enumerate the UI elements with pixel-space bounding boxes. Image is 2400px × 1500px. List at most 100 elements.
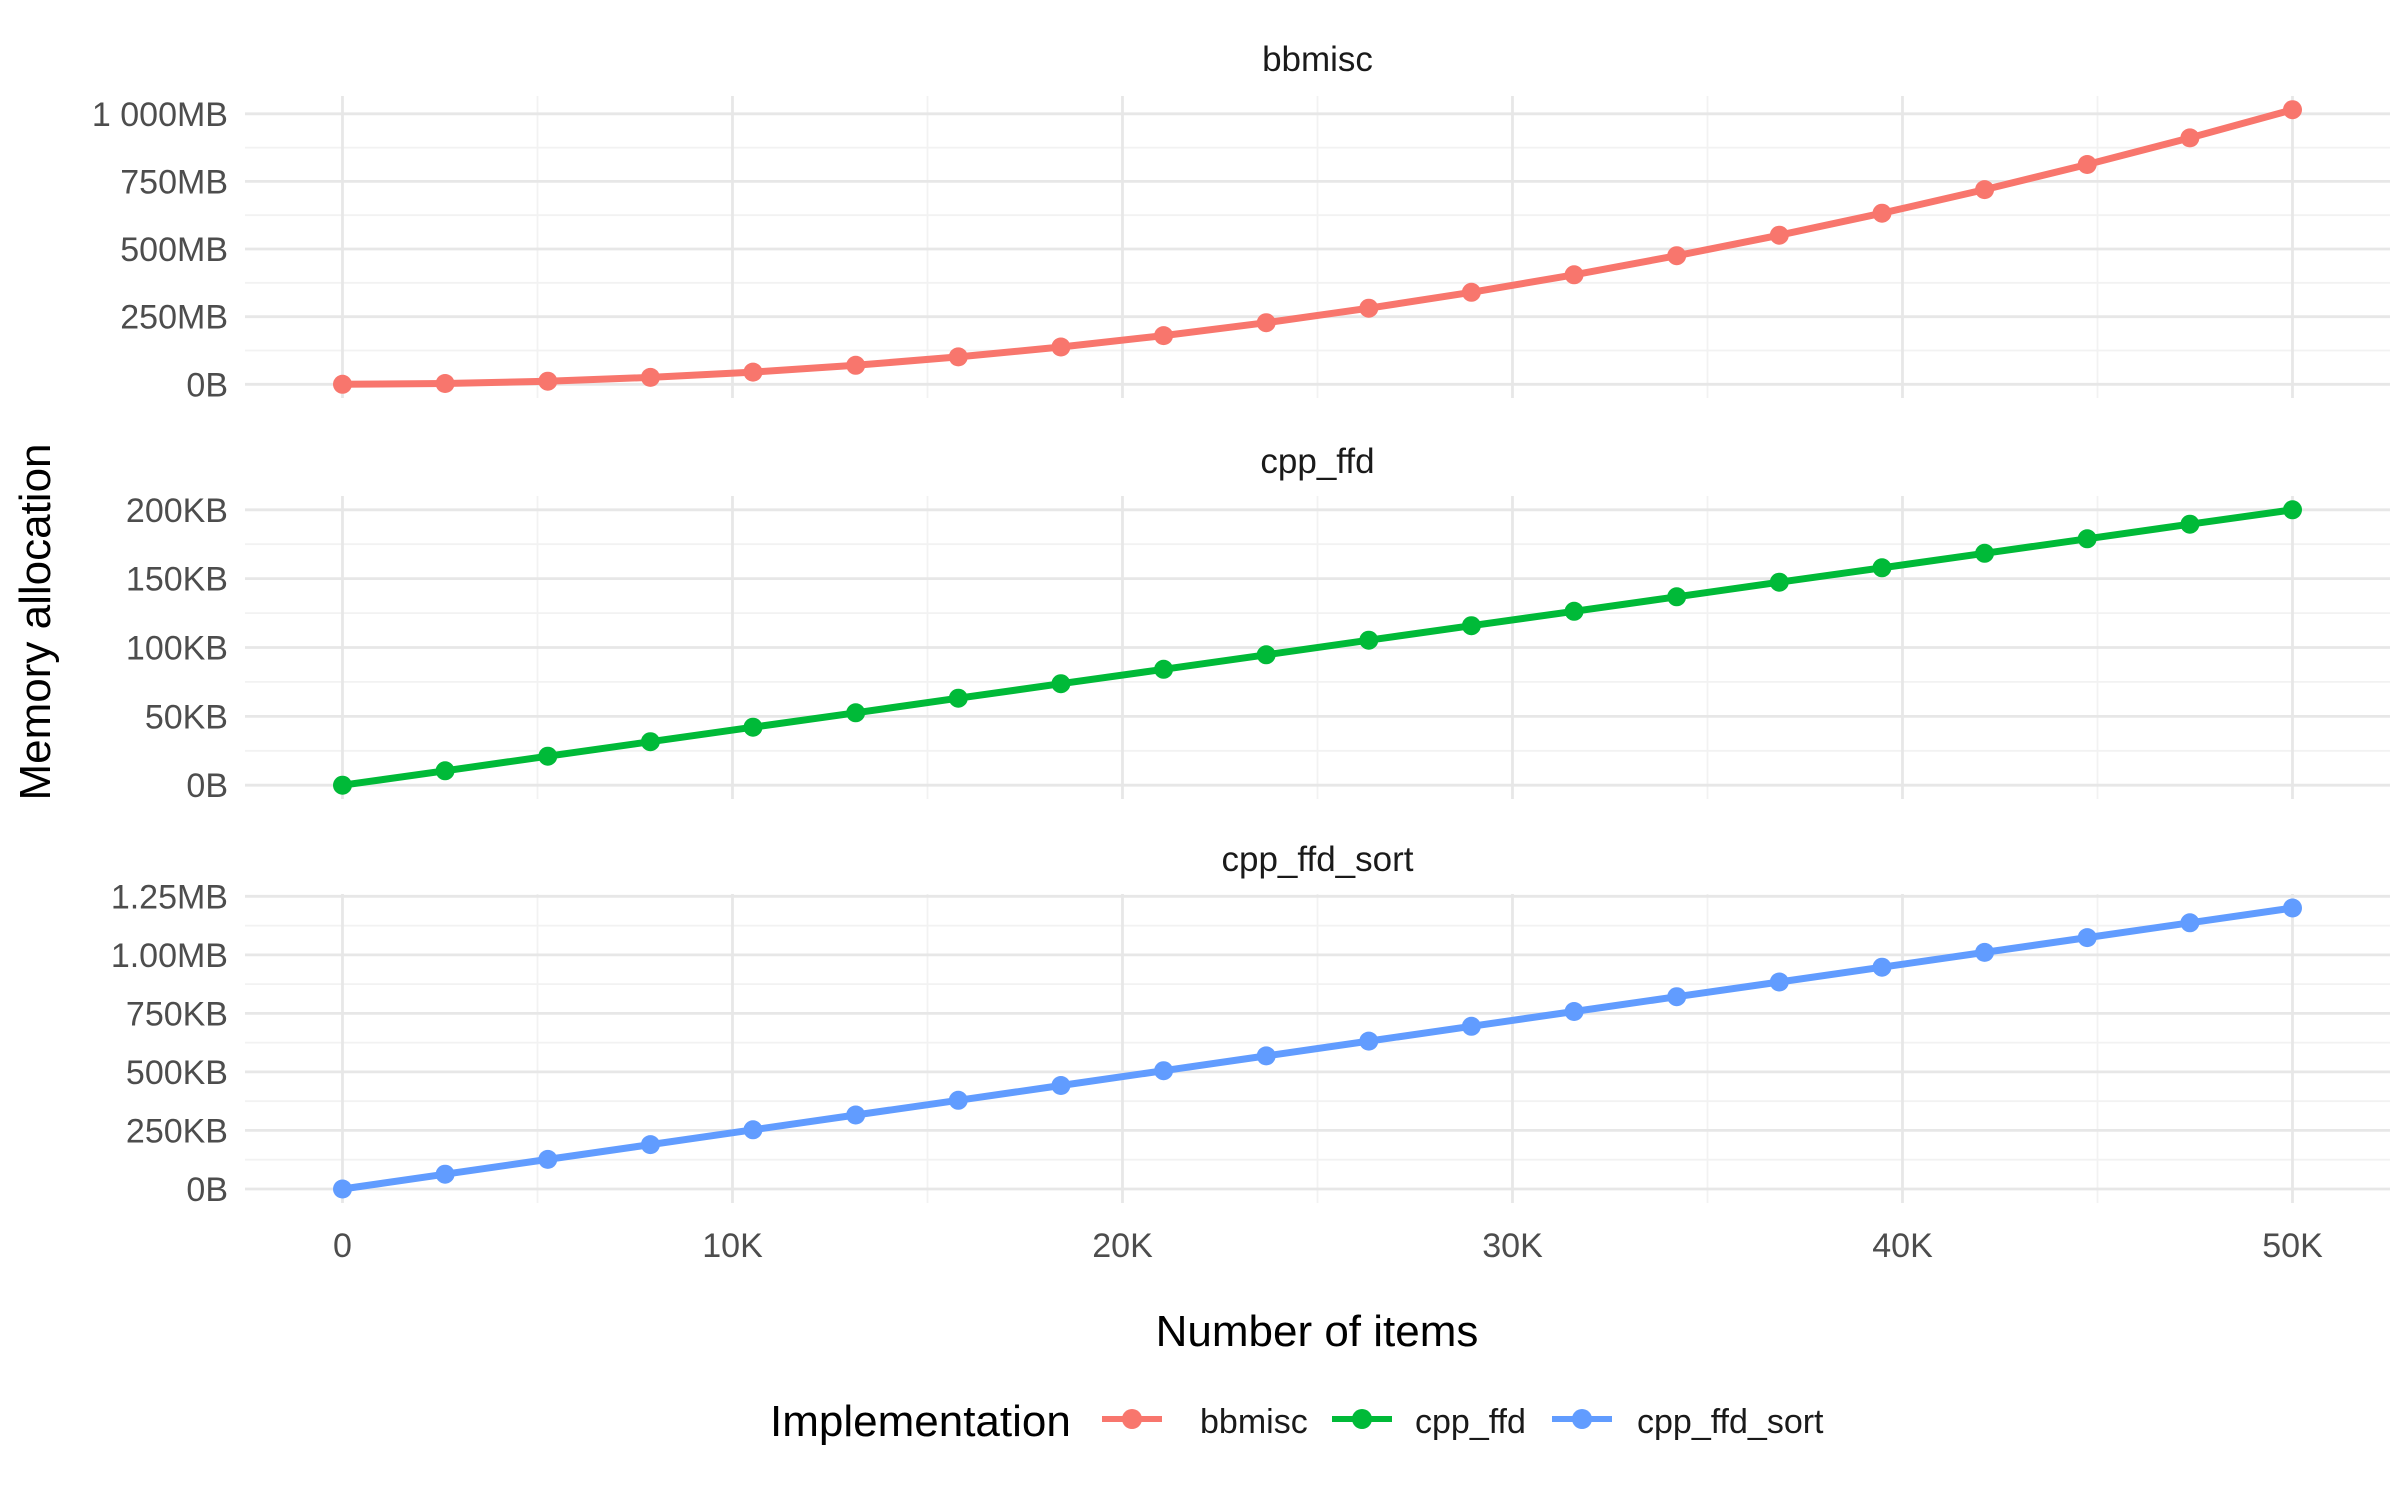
data-point-bbmisc bbox=[2077, 155, 2097, 174]
legend-key-point-cpp_ffd_sort bbox=[1572, 1409, 1592, 1429]
data-point-cpp_ffd_sort bbox=[435, 1164, 455, 1184]
legend-item-cpp_ffd: cpp_ffd bbox=[1332, 1403, 1526, 1441]
x-axis-title: Number of items bbox=[1156, 1307, 1479, 1356]
data-point-cpp_ffd_sort bbox=[743, 1120, 763, 1140]
data-point-cpp_ffd_sort bbox=[640, 1135, 660, 1155]
data-point-bbmisc bbox=[1975, 180, 1995, 200]
y-tick-label: 150KB bbox=[126, 561, 228, 599]
data-point-cpp_ffd_sort bbox=[1872, 957, 1892, 977]
x-tick-label: 20K bbox=[1092, 1227, 1153, 1265]
data-point-bbmisc bbox=[1256, 313, 1276, 333]
data-point-cpp_ffd bbox=[1359, 630, 1379, 650]
data-point-bbmisc bbox=[948, 347, 968, 367]
y-tick-label: 0B bbox=[186, 767, 228, 805]
data-point-cpp_ffd_sort bbox=[538, 1149, 558, 1169]
series-line-cpp_ffd bbox=[339, 506, 2296, 789]
data-point-bbmisc bbox=[538, 371, 558, 391]
data-point-cpp_ffd_sort bbox=[2077, 928, 2097, 948]
data-point-cpp_ffd bbox=[846, 703, 866, 723]
data-point-bbmisc bbox=[1667, 246, 1687, 266]
data-point-bbmisc bbox=[1769, 225, 1789, 245]
x-tick-label: 30K bbox=[1482, 1227, 1543, 1265]
data-point-cpp_ffd bbox=[948, 688, 968, 708]
data-point-cpp_ffd bbox=[640, 732, 660, 752]
y-tick-label: 250KB bbox=[126, 1112, 228, 1150]
y-tick-label: 50KB bbox=[145, 698, 228, 736]
data-point-cpp_ffd bbox=[2283, 500, 2302, 520]
legend-item-bbmisc: bbmisc bbox=[1102, 1403, 1308, 1441]
data-point-bbmisc bbox=[2283, 100, 2302, 120]
legend-title: Implementation bbox=[770, 1397, 1071, 1446]
data-point-cpp_ffd_sort bbox=[1564, 1002, 1584, 1021]
data-point-cpp_ffd_sort bbox=[333, 1179, 352, 1199]
facet-panel-cpp_ffd_sort: 0B 250KB 500KB 750KB 1.00MB 1.25MB cpp_ffd_sor… bbox=[111, 840, 2390, 1209]
y-tick-label: 1 000MB bbox=[92, 96, 228, 134]
facet-panel-cpp_ffd: 0B 50KB 100KB 150KB 200KB cpp_ffd bbox=[126, 442, 2390, 805]
data-point-cpp_ffd bbox=[1256, 645, 1276, 665]
data-point-cpp_ffd bbox=[1667, 587, 1687, 607]
legend-key-point-cpp_ffd bbox=[1352, 1409, 1372, 1429]
legend-item-cpp_ffd_sort: cpp_ffd_sort bbox=[1552, 1403, 1824, 1441]
series-line-cpp_ffd_sort bbox=[339, 904, 2296, 1193]
y-tick-label: 0B bbox=[186, 1171, 228, 1209]
data-point-cpp_ffd_sort bbox=[948, 1090, 968, 1110]
data-point-cpp_ffd_sort bbox=[1154, 1061, 1174, 1081]
y-tick-label: 1.25MB bbox=[111, 878, 228, 916]
data-point-cpp_ffd_sort bbox=[2180, 913, 2200, 933]
data-point-cpp_ffd bbox=[435, 761, 455, 781]
facet-title-cpp_ffd: cpp_ffd bbox=[1260, 442, 1374, 481]
data-point-bbmisc bbox=[333, 374, 352, 394]
facet-title-cpp_ffd_sort: cpp_ffd_sort bbox=[1222, 840, 1414, 879]
legend-label-bbmisc: bbmisc bbox=[1200, 1403, 1308, 1441]
series-line-bbmisc bbox=[339, 106, 2296, 388]
y-tick-label: 1.00MB bbox=[111, 937, 228, 975]
data-point-cpp_ffd_sort bbox=[1359, 1031, 1379, 1051]
data-point-cpp_ffd bbox=[333, 775, 352, 795]
legend-key-point-bbmisc bbox=[1122, 1409, 1142, 1429]
data-point-cpp_ffd bbox=[743, 717, 763, 737]
data-point-cpp_ffd bbox=[2180, 514, 2200, 534]
data-point-bbmisc bbox=[1461, 282, 1481, 302]
data-point-cpp_ffd bbox=[1154, 659, 1174, 679]
y-tick-label: 100KB bbox=[126, 630, 228, 668]
legend-label-cpp_ffd_sort: cpp_ffd_sort bbox=[1637, 1403, 1824, 1441]
data-point-cpp_ffd bbox=[1872, 558, 1892, 578]
y-tick-label: 750MB bbox=[120, 163, 228, 201]
data-point-bbmisc bbox=[743, 362, 763, 382]
data-point-cpp_ffd bbox=[1975, 543, 1995, 563]
data-point-cpp_ffd_sort bbox=[1461, 1016, 1481, 1036]
data-point-bbmisc bbox=[1564, 265, 1584, 285]
legend-label-cpp_ffd: cpp_ffd bbox=[1415, 1403, 1526, 1441]
data-point-bbmisc bbox=[1872, 203, 1892, 223]
data-point-cpp_ffd_sort bbox=[1256, 1046, 1276, 1066]
data-point-cpp_ffd_sort bbox=[1975, 942, 1995, 962]
data-point-cpp_ffd bbox=[1461, 616, 1481, 636]
data-point-cpp_ffd bbox=[2077, 529, 2097, 549]
y-axis-title: Memory allocation bbox=[11, 443, 60, 800]
data-point-cpp_ffd_sort bbox=[1667, 987, 1687, 1007]
data-point-cpp_ffd bbox=[538, 746, 558, 766]
facet-panel-bbmisc: 0B 250MB 500MB 750MB 1 000MB bbmisc bbox=[92, 40, 2390, 404]
y-tick-label: 250MB bbox=[120, 299, 228, 337]
legend: Implementation bbmisc cpp_ffd cpp_ffd_sort bbox=[770, 1397, 1824, 1446]
data-point-bbmisc bbox=[640, 367, 660, 387]
data-point-cpp_ffd_sort bbox=[1051, 1076, 1071, 1095]
data-point-cpp_ffd bbox=[1769, 572, 1789, 592]
x-tick-label: 40K bbox=[1872, 1227, 1933, 1265]
data-point-bbmisc bbox=[2180, 128, 2200, 148]
data-point-cpp_ffd_sort bbox=[2283, 898, 2302, 918]
facet-title-bbmisc: bbmisc bbox=[1262, 40, 1373, 79]
x-tick-label: 50K bbox=[2262, 1227, 2323, 1265]
y-tick-label: 500KB bbox=[126, 1054, 228, 1092]
y-tick-label: 750KB bbox=[126, 995, 228, 1033]
x-tick-label: 0 bbox=[333, 1227, 352, 1265]
data-point-cpp_ffd bbox=[1051, 674, 1071, 694]
data-point-cpp_ffd_sort bbox=[846, 1105, 866, 1125]
data-point-cpp_ffd_sort bbox=[1769, 972, 1789, 992]
data-point-bbmisc bbox=[1154, 326, 1174, 346]
data-point-cpp_ffd bbox=[1564, 601, 1584, 621]
y-tick-label: 500MB bbox=[120, 231, 228, 269]
data-point-bbmisc bbox=[435, 374, 455, 393]
